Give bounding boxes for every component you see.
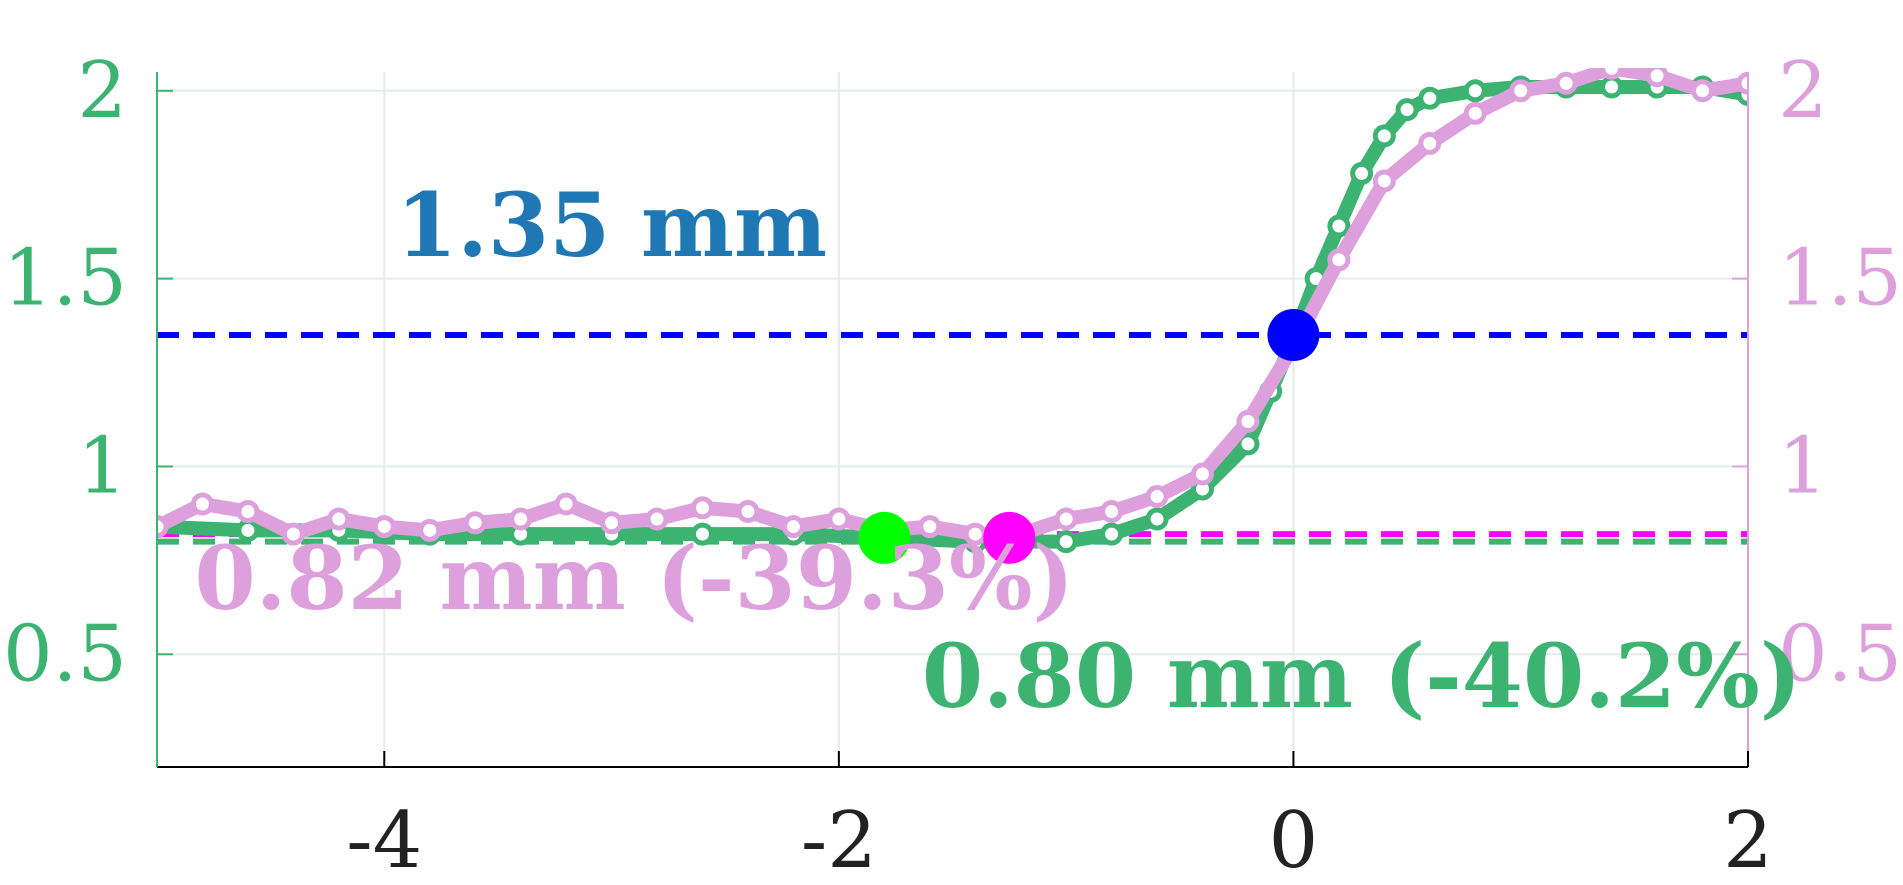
- y-right-tick-label: 2: [1778, 46, 1828, 136]
- series-1-point: [1350, 161, 1374, 185]
- series-1-point: [1100, 522, 1124, 546]
- x-tick-label: -2: [801, 796, 877, 885]
- series-2-point: [509, 507, 533, 531]
- series-line-2: [157, 68, 1748, 542]
- series-line-1: [157, 80, 1748, 549]
- series-1-point: [1395, 98, 1419, 122]
- series-2-point: [918, 515, 942, 539]
- y-left-tick-label: 2: [77, 46, 127, 136]
- series-2-point: [281, 522, 305, 546]
- series-2-point: [1645, 68, 1669, 88]
- annotation-2: 0.82 mm (-39.3%): [195, 526, 1075, 630]
- series-2-point: [157, 515, 169, 539]
- series-2-point: [1600, 68, 1624, 80]
- series-2-point: [1418, 131, 1442, 155]
- series-2-point: [554, 492, 578, 516]
- highlight-marker-1: [1267, 308, 1320, 361]
- series-2-point: [1736, 71, 1748, 95]
- annotation-3: 0.80 mm (-40.2%): [922, 624, 1802, 728]
- series-2-point: [372, 515, 396, 539]
- series-2-point: [600, 511, 624, 535]
- series-2-point: [1327, 248, 1351, 272]
- series-1-point: [1236, 432, 1260, 456]
- series-2-point: [736, 500, 760, 524]
- y-right-tick-label: 1.5: [1778, 234, 1902, 324]
- annotation-1: 1.35 mm: [396, 173, 827, 277]
- series-1-point: [1372, 124, 1396, 148]
- series-2-point: [327, 507, 351, 531]
- series-2-point: [1509, 79, 1533, 103]
- series-2-point: [645, 507, 669, 531]
- y-left-tick-label: 1.5: [3, 234, 127, 324]
- x-tick-label: 2: [1723, 796, 1773, 885]
- series-1-point: [690, 522, 714, 546]
- series-1-point: [1145, 507, 1169, 531]
- series-2-point: [1191, 462, 1215, 486]
- series-1-point: [1054, 530, 1078, 554]
- series-2-point: [781, 515, 805, 539]
- series-2-point: [1372, 169, 1396, 193]
- y-left-tick-label: 0.5: [3, 609, 127, 699]
- y-left-tick-label: 1: [77, 421, 127, 511]
- series-2-point: [190, 492, 214, 516]
- series-1-point: [1600, 75, 1624, 99]
- x-tick-label: 0: [1269, 796, 1319, 885]
- series-2-point: [1691, 79, 1715, 103]
- highlight-marker-3: [983, 511, 1036, 564]
- series-2-point: [1463, 101, 1487, 125]
- y-right-tick-label: 1: [1778, 421, 1828, 511]
- series-1-point: [1463, 79, 1487, 103]
- series-2-point: [1145, 485, 1169, 509]
- series-2-point: [1100, 500, 1124, 524]
- series-2-point: [418, 518, 442, 542]
- series-1-point: [1327, 214, 1351, 238]
- series-2-point: [1554, 71, 1578, 95]
- series-2-point: [1054, 507, 1078, 531]
- plot-area: [157, 68, 1748, 564]
- x-tick-label: -4: [346, 796, 422, 885]
- series-2-point: [690, 496, 714, 520]
- series-2-point: [827, 507, 851, 531]
- series-1-point: [1418, 86, 1442, 110]
- series-2-point: [236, 500, 260, 524]
- highlight-marker-2: [858, 511, 911, 564]
- y-right-tick-label: 0.5: [1778, 609, 1902, 699]
- series-2-point: [1236, 409, 1260, 433]
- series-2-point: [463, 511, 487, 535]
